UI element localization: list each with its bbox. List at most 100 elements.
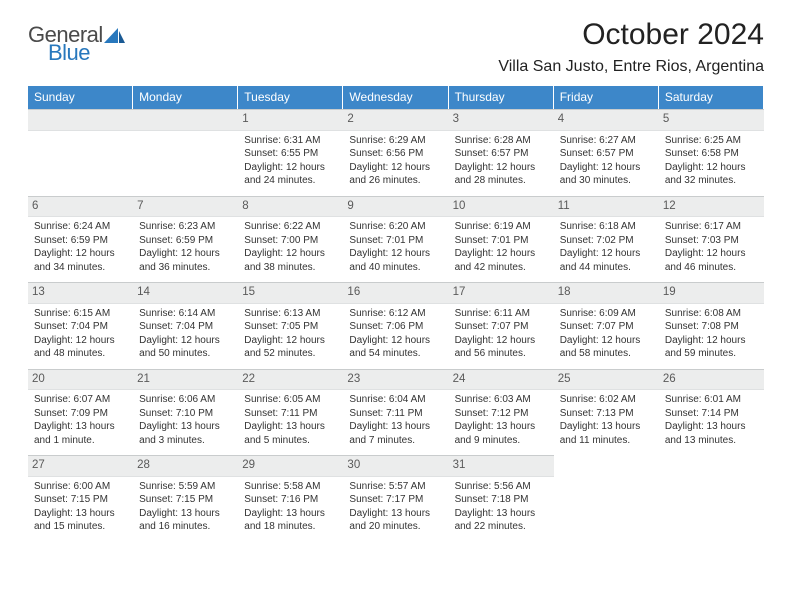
daylight-line2: and 7 minutes.	[349, 434, 442, 448]
day-header: Saturday	[659, 86, 764, 109]
month-title: October 2024	[498, 18, 764, 52]
day-body: Sunrise: 6:27 AMSunset: 6:57 PMDaylight:…	[558, 134, 655, 188]
sunset-text: Sunset: 7:13 PM	[560, 407, 653, 421]
day-cell: 7Sunrise: 6:23 AMSunset: 6:59 PMDaylight…	[133, 196, 238, 283]
sunrise-text: Sunrise: 6:28 AM	[455, 134, 548, 148]
daylight-line2: and 38 minutes.	[244, 261, 337, 275]
sunset-text: Sunset: 7:11 PM	[244, 407, 337, 421]
sunrise-text: Sunrise: 6:04 AM	[349, 393, 442, 407]
daylight-line1: Daylight: 12 hours	[139, 334, 232, 348]
day-cell: 9Sunrise: 6:20 AMSunset: 7:01 PMDaylight…	[343, 196, 448, 283]
day-cell: 29Sunrise: 5:58 AMSunset: 7:16 PMDayligh…	[238, 455, 343, 542]
day-number: 25	[554, 369, 659, 391]
daylight-line1: Daylight: 13 hours	[139, 420, 232, 434]
day-cell: 26Sunrise: 6:01 AMSunset: 7:14 PMDayligh…	[659, 369, 764, 456]
day-body: Sunrise: 6:14 AMSunset: 7:04 PMDaylight:…	[137, 307, 234, 361]
sunset-text: Sunset: 7:01 PM	[455, 234, 548, 248]
sunrise-text: Sunrise: 6:25 AM	[665, 134, 758, 148]
day-number: 21	[133, 369, 238, 391]
daylight-line2: and 46 minutes.	[665, 261, 758, 275]
daylight-line1: Daylight: 13 hours	[244, 507, 337, 521]
day-number: 10	[449, 196, 554, 218]
day-body: Sunrise: 6:23 AMSunset: 6:59 PMDaylight:…	[137, 220, 234, 274]
day-body: Sunrise: 6:25 AMSunset: 6:58 PMDaylight:…	[663, 134, 760, 188]
day-cell: 13Sunrise: 6:15 AMSunset: 7:04 PMDayligh…	[28, 282, 133, 369]
sunrise-text: Sunrise: 5:57 AM	[349, 480, 442, 494]
sunset-text: Sunset: 7:01 PM	[349, 234, 442, 248]
sunset-text: Sunset: 7:10 PM	[139, 407, 232, 421]
daylight-line1: Daylight: 13 hours	[244, 420, 337, 434]
daylight-line2: and 16 minutes.	[139, 520, 232, 534]
sunrise-text: Sunrise: 6:12 AM	[349, 307, 442, 321]
day-number: 28	[133, 455, 238, 477]
daylight-line2: and 15 minutes.	[34, 520, 127, 534]
day-body: Sunrise: 6:31 AMSunset: 6:55 PMDaylight:…	[242, 134, 339, 188]
sunrise-text: Sunrise: 6:13 AM	[244, 307, 337, 321]
brand-logo: General Blue	[28, 24, 127, 64]
sunrise-text: Sunrise: 6:27 AM	[560, 134, 653, 148]
day-body: Sunrise: 6:08 AMSunset: 7:08 PMDaylight:…	[663, 307, 760, 361]
day-number: 9	[343, 196, 448, 218]
sunrise-text: Sunrise: 6:03 AM	[455, 393, 548, 407]
daylight-line1: Daylight: 12 hours	[560, 334, 653, 348]
day-number: 19	[659, 282, 764, 304]
sunrise-text: Sunrise: 5:59 AM	[139, 480, 232, 494]
day-cell: 21 Sunrise: 6:06 AMSunset: 7:10 PMDayligh…	[133, 369, 238, 456]
day-number: 26	[659, 369, 764, 391]
sunrise-text: Sunrise: 6:31 AM	[244, 134, 337, 148]
day-number	[133, 109, 238, 131]
sunset-text: Sunset: 7:04 PM	[34, 320, 127, 334]
daylight-line2: and 11 minutes.	[560, 434, 653, 448]
daylight-line2: and 18 minutes.	[244, 520, 337, 534]
daylight-line2: and 1 minute.	[34, 434, 127, 448]
sunset-text: Sunset: 6:57 PM	[560, 147, 653, 161]
sunset-text: Sunset: 7:07 PM	[560, 320, 653, 334]
day-number: 24	[449, 369, 554, 391]
sunrise-text: Sunrise: 6:24 AM	[34, 220, 127, 234]
day-body: Sunrise: 6:01 AMSunset: 7:14 PMDaylight:…	[663, 393, 760, 447]
empty-cell	[28, 109, 133, 196]
day-body: Sunrise: 6:19 AMSunset: 7:01 PMDaylight:…	[453, 220, 550, 274]
day-body: Sunrise: 5:56 AMSunset: 7:18 PMDaylight:…	[453, 480, 550, 534]
sunrise-text: Sunrise: 6:22 AM	[244, 220, 337, 234]
day-cell: 24 Sunrise: 6:03 AMSunset: 7:12 PMDayligh…	[449, 369, 554, 456]
day-body: Sunrise: 6:29 AMSunset: 6:56 PMDaylight:…	[347, 134, 444, 188]
day-body: Sunrise: 6:12 AMSunset: 7:06 PMDaylight:…	[347, 307, 444, 361]
day-cell: 27Sunrise: 6:00 AMSunset: 7:15 PMDayligh…	[28, 455, 133, 542]
day-number: 15	[238, 282, 343, 304]
sunrise-text: Sunrise: 6:01 AM	[665, 393, 758, 407]
daylight-line2: and 59 minutes.	[665, 347, 758, 361]
daylight-line2: and 20 minutes.	[349, 520, 442, 534]
sunrise-text: Sunrise: 6:17 AM	[665, 220, 758, 234]
day-cell: 30Sunrise: 5:57 AMSunset: 7:17 PMDayligh…	[343, 455, 448, 542]
daylight-line1: Daylight: 13 hours	[455, 507, 548, 521]
day-body: Sunrise: 5:57 AMSunset: 7:17 PMDaylight:…	[347, 480, 444, 534]
day-body: Sunrise: 6:22 AMSunset: 7:00 PMDaylight:…	[242, 220, 339, 274]
day-cell: 22Sunrise: 6:05 AMSunset: 7:11 PMDayligh…	[238, 369, 343, 456]
sunset-text: Sunset: 7:12 PM	[455, 407, 548, 421]
empty-cell	[133, 109, 238, 196]
day-number: 13	[28, 282, 133, 304]
day-body: Sunrise: 6:00 AMSunset: 7:15 PMDaylight:…	[32, 480, 129, 534]
day-cell: 3Sunrise: 6:28 AMSunset: 6:57 PMDaylight…	[449, 109, 554, 196]
brand-text: General Blue	[28, 24, 103, 64]
sunset-text: Sunset: 7:16 PM	[244, 493, 337, 507]
sunset-text: Sunset: 6:57 PM	[455, 147, 548, 161]
daylight-line1: Daylight: 13 hours	[139, 507, 232, 521]
day-number: 18	[554, 282, 659, 304]
sunset-text: Sunset: 7:08 PM	[665, 320, 758, 334]
daylight-line1: Daylight: 13 hours	[665, 420, 758, 434]
day-cell: 1Sunrise: 6:31 AMSunset: 6:55 PMDaylight…	[238, 109, 343, 196]
daylight-line1: Daylight: 12 hours	[665, 247, 758, 261]
day-header: Tuesday	[238, 86, 343, 109]
day-cell: 14Sunrise: 6:14 AMSunset: 7:04 PMDayligh…	[133, 282, 238, 369]
day-number: 4	[554, 109, 659, 131]
sunrise-text: Sunrise: 6:18 AM	[560, 220, 653, 234]
sunrise-text: Sunrise: 6:11 AM	[455, 307, 548, 321]
day-number: 20	[28, 369, 133, 391]
sunset-text: Sunset: 7:17 PM	[349, 493, 442, 507]
sunrise-text: Sunrise: 6:06 AM	[139, 393, 232, 407]
daylight-line1: Daylight: 13 hours	[455, 420, 548, 434]
daylight-line2: and 48 minutes.	[34, 347, 127, 361]
day-cell: 15Sunrise: 6:13 AMSunset: 7:05 PMDayligh…	[238, 282, 343, 369]
